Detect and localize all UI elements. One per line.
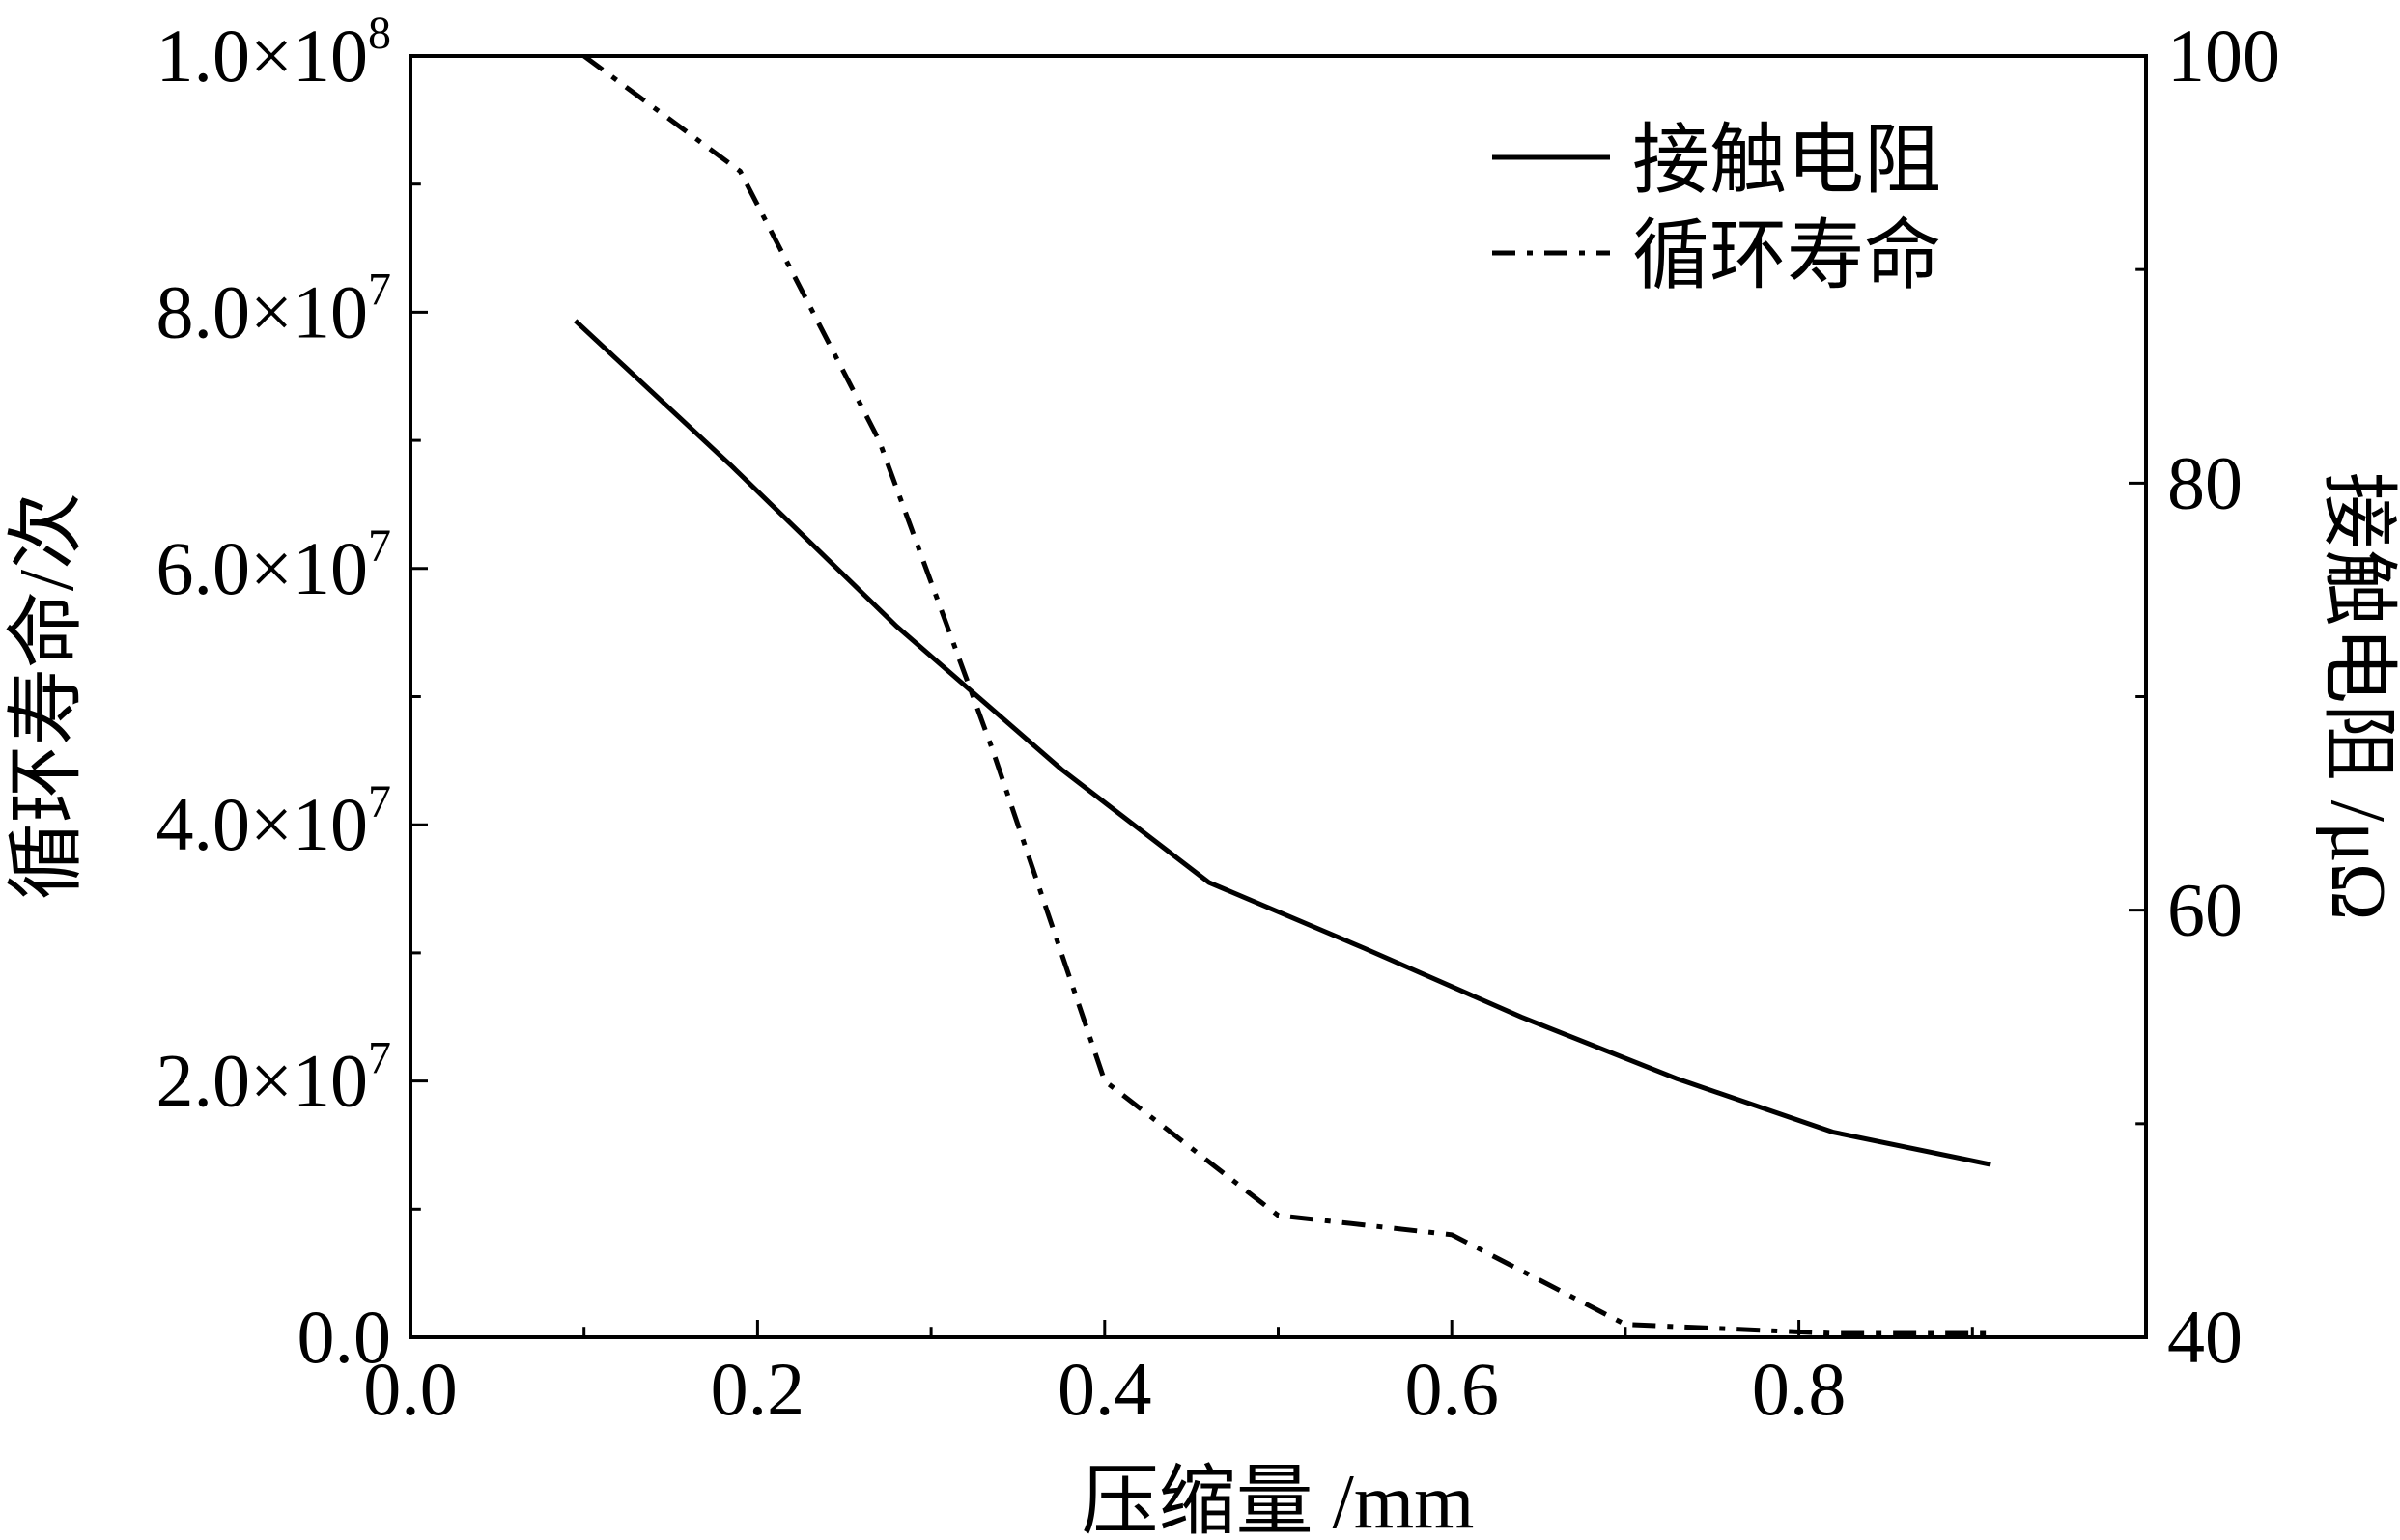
x-tick-label: 0.0 [363, 1347, 458, 1431]
legend-label-cycle-life: 循环寿命 [1632, 214, 1941, 299]
x-tick-label: 0.4 [1058, 1347, 1152, 1431]
y-right-tick-label: 80 [2167, 440, 2243, 524]
y-left-tick-label: 4.0×107 [156, 776, 392, 866]
tick-labels: 0.0 0.2 0.4 0.6 0.8 0.0 2.0×107 4.0×107 6.0×107 8… [156, 8, 2281, 1431]
x-tick-label: 0.2 [711, 1347, 805, 1431]
legend-label-resistance: 接触电阻 [1632, 119, 1941, 204]
x-axis-title: 压缩量 /mm [1082, 1460, 1475, 1540]
y-right-tick-label: 60 [2167, 868, 2243, 952]
series [573, 53, 1991, 1336]
x-tick-label: 0.6 [1404, 1347, 1499, 1431]
y-left-tick-label: 6.0×107 [156, 520, 392, 610]
x-tick-label: 0.8 [1752, 1347, 1847, 1431]
y-left-axis-title: 循环寿命/次 [5, 492, 90, 900]
y-right-tick-label: 100 [2167, 14, 2280, 98]
legend: 接触电阻 循环寿命 [1492, 119, 1941, 299]
y-left-tick-label: 0.0 [297, 1295, 392, 1379]
y-right-tick-label: 40 [2167, 1295, 2243, 1379]
y-right-axis-title: 接触电阻 /μΩ [2315, 472, 2400, 921]
series-line-contact-resistance [573, 319, 1991, 1167]
y-left-tick-label: 2.0×107 [156, 1033, 392, 1123]
y-left-tick-label: 1.0×108 [156, 8, 392, 98]
y-left-tick-label: 8.0×107 [156, 264, 392, 353]
ticks [409, 54, 2146, 1339]
